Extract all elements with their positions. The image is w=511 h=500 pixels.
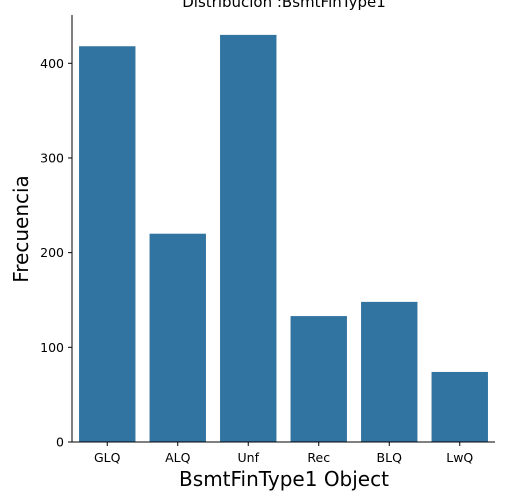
chart-title: Distribución :BsmtFinType1 [182, 0, 386, 11]
y-tick-label: 400 [40, 56, 64, 71]
x-axis-title: BsmtFinType1 Object [179, 467, 389, 491]
bar-rec [290, 316, 347, 442]
y-tick-label: 200 [40, 245, 64, 260]
bar-glq [79, 46, 136, 443]
x-tick-label: ALQ [165, 450, 191, 465]
y-tick-label: 300 [40, 150, 64, 165]
x-tick-label: LwQ [446, 450, 473, 465]
bar-alq [149, 233, 206, 442]
bar-blq [361, 301, 418, 442]
bars-group [79, 34, 488, 443]
x-tick-label: Rec [307, 450, 330, 465]
x-tick-label: Unf [238, 450, 260, 465]
x-tick-label: GLQ [94, 450, 121, 465]
x-tick-label: BLQ [377, 450, 403, 465]
y-tick-label: 100 [40, 340, 64, 355]
y-tick-label: 0 [56, 435, 64, 450]
y-axis-title: Frecuencia [9, 175, 33, 283]
bar-unf [220, 34, 277, 443]
y-ticks-group: 0 100 200 300 400 [40, 56, 72, 450]
x-ticks-group: GLQ ALQ Unf Rec BLQ LwQ [94, 442, 473, 465]
bar-lwq [431, 371, 488, 442]
